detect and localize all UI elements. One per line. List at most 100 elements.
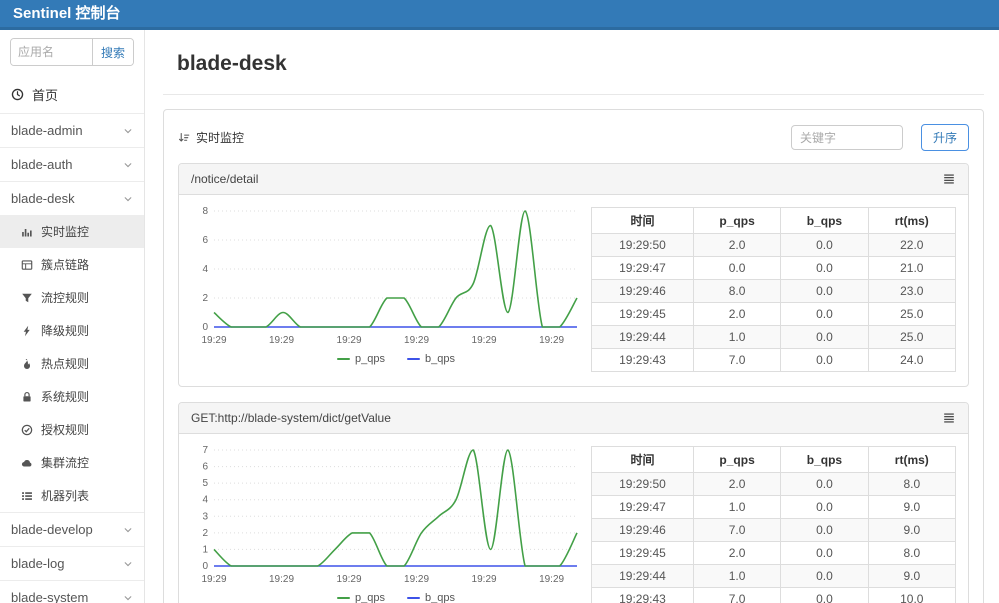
metrics-cell: 19:29:47	[592, 496, 694, 519]
metrics-header-cell: 时间	[592, 447, 694, 473]
svg-text:19:29: 19:29	[472, 574, 497, 585]
metrics-cell: 19:29:43	[592, 349, 694, 372]
page-title: blade-desk	[177, 52, 984, 76]
sidebar-subitem-流控规则[interactable]: 流控规则	[0, 281, 144, 314]
sort-asc-button[interactable]: 升序	[921, 124, 969, 151]
sidebar-item-blade-develop[interactable]: blade-develop	[0, 513, 144, 546]
metrics-cell: 0.0	[781, 519, 868, 542]
sidebar-subitem-机器列表[interactable]: 机器列表	[0, 479, 144, 512]
metrics-cell: 19:29:46	[592, 519, 694, 542]
svg-text:19:29: 19:29	[472, 335, 497, 346]
sidebar-item-blade-log[interactable]: blade-log	[0, 547, 144, 580]
sidebar-group-blade-log: blade-log	[0, 546, 144, 580]
sidebar-subitem-label: 流控规则	[41, 289, 89, 306]
metrics-cell: 0.0	[781, 565, 868, 588]
svg-text:19:29: 19:29	[539, 335, 564, 346]
sidebar-item-home[interactable]: 首页	[0, 76, 144, 113]
metrics-cell: 19:29:45	[592, 542, 694, 565]
metrics-table-head: 时间p_qpsb_qpsrt(ms)	[592, 447, 956, 473]
resource-title: /notice/detail	[191, 172, 258, 186]
qps-chart: 0123456719:2919:2919:2919:2919:2919:29p_…	[181, 442, 585, 603]
metrics-table-wrap: 时间p_qpsb_qpsrt(ms)19:29:502.00.022.019:2…	[591, 207, 956, 372]
sidebar-subitem-label: 降级规则	[41, 322, 89, 339]
metrics-cell: 1.0	[693, 496, 780, 519]
legend-label: b_qps	[425, 592, 455, 603]
metrics-cell: 9.0	[868, 519, 955, 542]
sidebar-group-blade-develop: blade-develop	[0, 512, 144, 546]
svg-text:8: 8	[202, 206, 208, 217]
table-row: 19:29:441.00.09.0	[592, 565, 956, 588]
legend-item-p_qps: p_qps	[337, 592, 385, 603]
panel-menu-icon[interactable]	[942, 411, 956, 425]
qps-line-chart: 0123456719:2919:2919:2919:2919:2919:29	[181, 442, 585, 590]
legend-label: b_qps	[425, 353, 455, 365]
table-row: 19:29:470.00.021.0	[592, 257, 956, 280]
metrics-table-body: 19:29:502.00.022.019:29:470.00.021.019:2…	[592, 234, 956, 372]
legend-dash	[337, 358, 350, 360]
sidebar-item-blade-desk[interactable]: blade-desk	[0, 182, 144, 215]
check-circle-icon	[21, 424, 33, 436]
metrics-cell: 19:29:47	[592, 257, 694, 280]
metrics-table-body: 19:29:502.00.08.019:29:471.00.09.019:29:…	[592, 473, 956, 603]
metrics-cell: 8.0	[868, 542, 955, 565]
svg-text:0: 0	[202, 561, 208, 572]
sidebar-subitem-label: 簇点链路	[41, 256, 89, 273]
metrics-cell: 0.0	[781, 303, 868, 326]
monitor-card: 实时监控 升序 /notice/detail0246819:2919:2919:…	[163, 109, 984, 603]
svg-text:19:29: 19:29	[337, 574, 362, 585]
svg-text:2: 2	[202, 528, 208, 539]
main-content: blade-desk 实时监控 升序 /notice/detail0246819…	[145, 30, 999, 603]
sidebar-subitem-降级规则[interactable]: 降级规则	[0, 314, 144, 347]
sidebar-item-blade-auth[interactable]: blade-auth	[0, 148, 144, 181]
table-row: 19:29:502.00.022.0	[592, 234, 956, 257]
sidebar-item-blade-admin[interactable]: blade-admin	[0, 114, 144, 147]
metrics-cell: 0.0	[781, 588, 868, 603]
svg-text:7: 7	[202, 445, 208, 456]
app-search-button[interactable]: 搜索	[92, 39, 133, 65]
metrics-cell: 0.0	[781, 280, 868, 303]
sidebar-subitem-实时监控[interactable]: 实时监控	[0, 215, 144, 248]
metrics-cell: 1.0	[693, 565, 780, 588]
sidebar-subitem-集群流控[interactable]: 集群流控	[0, 446, 144, 479]
sidebar-subitem-label: 集群流控	[41, 454, 89, 471]
metrics-cell: 25.0	[868, 303, 955, 326]
sidebar-group-label: blade-system	[11, 590, 88, 603]
table-row: 19:29:502.00.08.0	[592, 473, 956, 496]
monitor-toolbar: 实时监控 升序	[176, 120, 971, 163]
keyword-input[interactable]	[791, 125, 903, 150]
chevron-down-icon	[123, 525, 133, 535]
metrics-cell: 2.0	[693, 542, 780, 565]
sidebar-subitem-系统规则[interactable]: 系统规则	[0, 380, 144, 413]
chart-legend: p_qps b_qps	[181, 590, 585, 603]
metrics-cell: 2.0	[693, 303, 780, 326]
sidebar-subitem-授权规则[interactable]: 授权规则	[0, 413, 144, 446]
metrics-cell: 0.0	[781, 349, 868, 372]
metrics-table-head: 时间p_qpsb_qpsrt(ms)	[592, 208, 956, 234]
qps-chart: 0246819:2919:2919:2919:2919:2919:29p_qps…	[181, 203, 585, 373]
chart-bar-icon	[21, 226, 33, 238]
table-row: 19:29:437.00.010.0	[592, 588, 956, 603]
title-divider	[163, 94, 984, 95]
legend-item-p_qps: p_qps	[337, 353, 385, 365]
metrics-cell: 19:29:44	[592, 565, 694, 588]
sidebar-group-blade-system: blade-system	[0, 580, 144, 603]
metrics-cell: 9.0	[868, 565, 955, 588]
metrics-cell: 19:29:45	[592, 303, 694, 326]
metrics-cell: 7.0	[693, 588, 780, 603]
svg-text:19:29: 19:29	[269, 335, 294, 346]
metrics-cell: 0.0	[781, 473, 868, 496]
metrics-cell: 0.0	[693, 257, 780, 280]
table-row: 19:29:471.00.09.0	[592, 496, 956, 519]
sidebar-subitem-簇点链路[interactable]: 簇点链路	[0, 248, 144, 281]
metrics-cell: 19:29:50	[592, 473, 694, 496]
lock-icon	[21, 391, 33, 403]
panel-menu-icon[interactable]	[942, 172, 956, 186]
app-search-group: 搜索	[10, 38, 134, 66]
app-search-input[interactable]	[11, 39, 92, 65]
sidebar-item-blade-system[interactable]: blade-system	[0, 581, 144, 603]
sidebar-submenu-blade-desk: 实时监控簇点链路流控规则降级规则热点规则系统规则授权规则集群流控机器列表	[0, 215, 144, 512]
table-row: 19:29:467.00.09.0	[592, 519, 956, 542]
chevron-down-icon	[123, 593, 133, 603]
sidebar-group-blade-desk: blade-desk实时监控簇点链路流控规则降级规则热点规则系统规则授权规则集群…	[0, 181, 144, 512]
sidebar-subitem-热点规则[interactable]: 热点规则	[0, 347, 144, 380]
